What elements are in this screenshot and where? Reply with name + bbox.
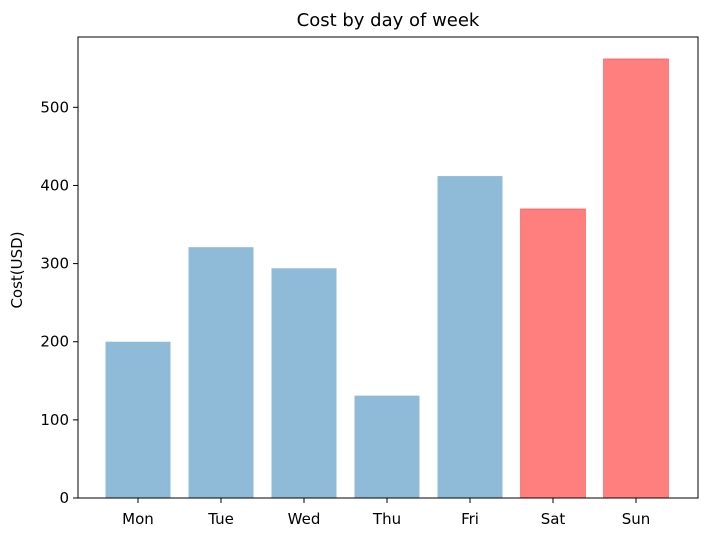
ticks-layer: 0 100 200 300 400 500 Mon Tue Wed Thu Fri Sat Sun [40, 98, 650, 528]
axes-layer [77, 36, 699, 499]
bar-mon [105, 341, 171, 498]
bar-sun [603, 58, 669, 499]
bar-wed [271, 268, 337, 498]
y-tick-label: 300 [40, 255, 69, 273]
x-tick-label: Wed [288, 510, 321, 528]
x-tick-label: Mon [122, 510, 154, 528]
y-axis-label: Cost(USD) [8, 231, 26, 308]
x-tick-label: Thu [372, 510, 401, 528]
bar-tue [188, 247, 254, 498]
x-tick-label: Sat [541, 510, 566, 528]
bar-thu [354, 395, 420, 498]
bars-layer [105, 58, 669, 499]
x-tick-label: Fri [461, 510, 479, 528]
y-tick-label: 0 [59, 489, 69, 507]
y-tick-label: 500 [40, 98, 69, 116]
plot-frame [77, 36, 699, 499]
bar-fri [437, 176, 503, 498]
y-tick-label: 400 [40, 176, 69, 194]
bar-sat [520, 208, 586, 499]
y-tick-label: 100 [40, 411, 69, 429]
chart-title: Cost by day of week [297, 10, 480, 31]
y-tick-label: 200 [40, 333, 69, 351]
x-tick-label: Tue [207, 510, 234, 528]
x-tick-label: Sun [622, 510, 651, 528]
